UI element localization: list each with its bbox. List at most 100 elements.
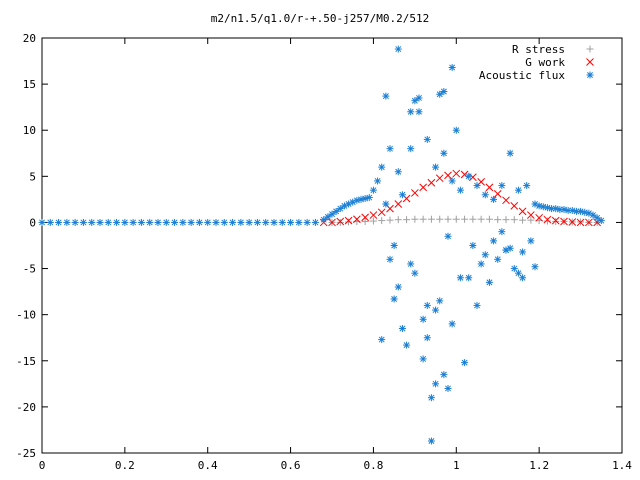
data-point [444, 384, 452, 392]
legend-label: Acoustic flux [479, 69, 565, 82]
data-point [514, 186, 522, 194]
data-point [498, 228, 506, 236]
data-point [498, 182, 506, 190]
x-tick-label: 0.4 [198, 459, 218, 472]
y-tick-label: 15 [23, 78, 36, 91]
data-point [510, 216, 518, 224]
data-point [398, 191, 406, 199]
data-point [477, 215, 485, 223]
data-point [361, 213, 369, 222]
y-tick-label: 5 [29, 170, 36, 183]
data-point [465, 274, 473, 282]
data-point [382, 92, 390, 100]
data-point [262, 218, 270, 226]
data-point [519, 248, 527, 256]
data-point [121, 218, 129, 226]
y-tick-label: -20 [16, 401, 36, 414]
data-point [415, 108, 423, 116]
data-point [88, 218, 96, 226]
data-point [502, 216, 510, 224]
data-point [456, 186, 464, 194]
data-point [154, 218, 162, 226]
data-point [386, 255, 394, 263]
data-point [535, 213, 543, 222]
data-point [527, 211, 535, 219]
data-point [345, 218, 353, 226]
series-acoustic-flux [38, 45, 605, 445]
data-point [494, 216, 502, 224]
data-point [79, 218, 87, 226]
data-point [415, 94, 423, 102]
data-point [419, 355, 427, 363]
data-point [519, 274, 527, 282]
data-point [137, 218, 145, 226]
data-point [336, 205, 344, 213]
x-tick-label: 0.6 [281, 459, 301, 472]
data-point [113, 218, 121, 226]
data-point [378, 163, 386, 171]
data-point [38, 218, 46, 226]
data-point [452, 126, 460, 134]
x-tick-label: 0.8 [363, 459, 383, 472]
legend-marker [586, 58, 594, 66]
series-g-work [319, 169, 601, 227]
data-point [386, 216, 394, 224]
data-point [485, 278, 493, 286]
data-point [481, 251, 489, 259]
data-point [303, 218, 311, 226]
data-point [423, 334, 431, 342]
data-point [146, 218, 154, 226]
data-point [419, 215, 427, 223]
data-point [427, 215, 435, 223]
data-point [518, 207, 527, 216]
x-tick-label: 1 [453, 459, 460, 472]
data-point [46, 218, 54, 226]
data-point [448, 320, 456, 328]
data-point [378, 217, 386, 225]
data-point [407, 108, 415, 116]
y-tick-label: -15 [16, 355, 36, 368]
data-point [374, 177, 382, 185]
data-point [287, 218, 295, 226]
data-point [444, 215, 452, 223]
data-point [589, 211, 597, 219]
data-point [361, 218, 369, 226]
data-point [456, 274, 464, 282]
data-point [394, 168, 402, 176]
data-point [278, 218, 286, 226]
data-point [411, 189, 419, 197]
data-point [212, 218, 220, 226]
data-point [448, 177, 456, 185]
axis-ticks: 0 0.2 0.4 0.6 0.8 1 1.2 1.4 -25 -20 -15 -10 -5 0 5 10 15… [16, 32, 632, 472]
data-point [398, 325, 406, 332]
legend-marker [586, 45, 594, 53]
data-point [469, 215, 477, 223]
data-point [349, 198, 357, 206]
data-point [427, 437, 435, 445]
x-tick-label: 1.4 [612, 459, 632, 472]
data-point [407, 145, 415, 153]
legend-marker [586, 71, 594, 79]
data-point [403, 216, 411, 224]
data-point [320, 216, 328, 224]
y-tick-label: 10 [23, 124, 36, 137]
y-tick-label: -5 [23, 263, 36, 276]
data-point [585, 218, 593, 227]
data-point [469, 242, 477, 249]
data-point [390, 295, 398, 303]
data-point [502, 196, 510, 205]
data-point [96, 218, 104, 226]
data-point [494, 255, 502, 263]
data-point [448, 64, 456, 72]
data-point [440, 371, 448, 379]
data-point [220, 218, 228, 226]
data-point [461, 215, 469, 223]
data-point [394, 283, 402, 291]
data-point [473, 182, 481, 190]
data-point [461, 359, 469, 367]
data-point [253, 218, 261, 226]
data-point [576, 218, 585, 227]
data-point [419, 315, 427, 323]
data-point [444, 171, 452, 180]
